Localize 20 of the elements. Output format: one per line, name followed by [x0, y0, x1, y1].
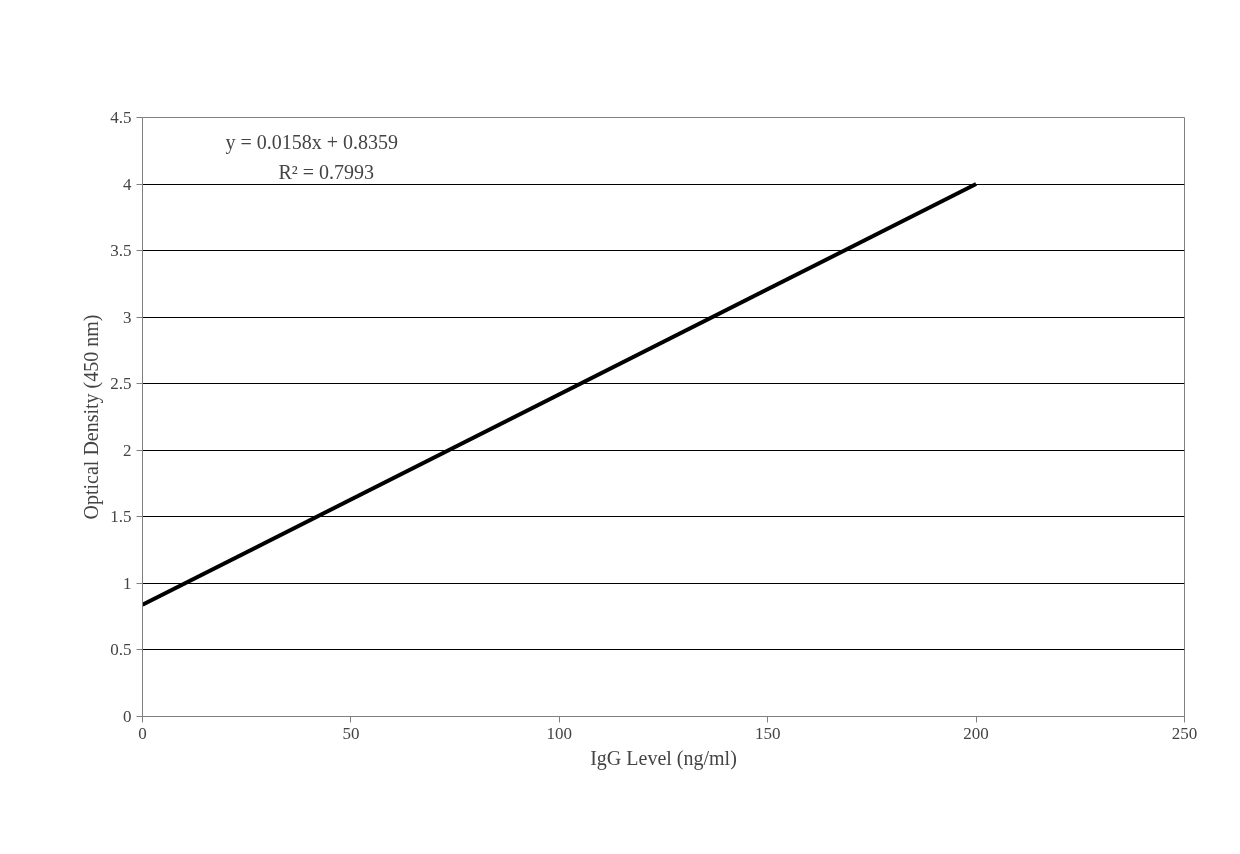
y-tick-label: 0 — [123, 707, 132, 726]
x-tick-label: 150 — [754, 723, 781, 743]
y-tick-label: 2 — [123, 440, 132, 460]
y-axis-title: Optical Density (450 nm) — [80, 314, 104, 520]
x-tick-label: 250 — [1171, 723, 1198, 743]
y-tick-label: 4 — [123, 174, 132, 194]
x-tick-label: 50 — [342, 723, 360, 743]
x-tick-label: 200 — [963, 723, 989, 743]
x-tick-label: 100 — [546, 723, 573, 743]
y-tick-label: 0.5 — [110, 640, 132, 660]
y-tick-label: 2.5 — [110, 374, 132, 394]
y-tick-label: 3.5 — [110, 241, 132, 261]
y-tick-label: 1 — [123, 573, 132, 593]
x-axis-title: IgG Level (ng/ml) — [590, 746, 737, 770]
annotation: R² = 0.7993 — [278, 160, 375, 183]
y-tick-label: 3 — [123, 307, 132, 327]
x-tick-label: 0 — [138, 723, 147, 743]
annotation: y = 0.0158x + 0.8359 — [225, 130, 399, 154]
y-tick-label: 1.5 — [110, 507, 132, 527]
y-tick-label: 4.5 — [110, 108, 132, 127]
